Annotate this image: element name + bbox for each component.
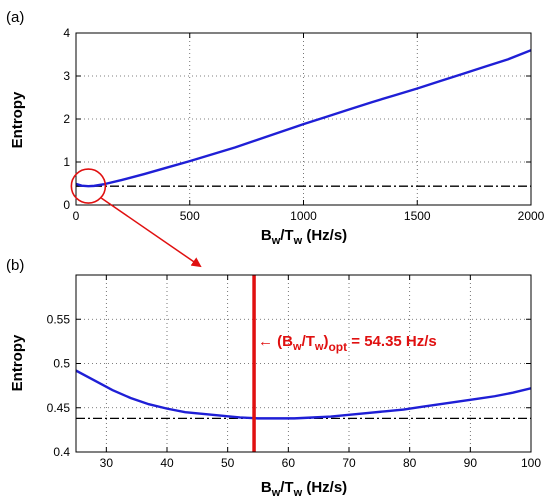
panel-a-x-tick-label: 2000	[518, 209, 545, 223]
panel-b-y-tick-label: 0.55	[47, 312, 71, 326]
panel-a-x-tick-label: 1500	[404, 209, 431, 223]
panel-a-x-tick-label: 1000	[290, 209, 317, 223]
panel-b-y-tick-label: 0.45	[47, 401, 71, 415]
panel-a-label: (a)	[6, 9, 24, 26]
panel-b-x-tick-label: 50	[221, 456, 235, 470]
panel-b-optimum-annotation: ← (Bw/Tw)opt = 54.35 Hz/s	[258, 333, 437, 354]
panel-b-x-tick-label: 80	[403, 456, 417, 470]
panel-b-x-tick-label: 70	[342, 456, 356, 470]
panel-a-y-tick-label: 4	[63, 26, 70, 40]
panel-a-ylabel: Entropy	[9, 91, 26, 148]
panel-b-label: (b)	[6, 257, 24, 274]
panel-b-ylabel: Entropy	[9, 334, 26, 391]
panel-a-xlabel: Bw/Tw (Hz/s)	[261, 227, 347, 247]
panel-a-entropy-curve	[76, 49, 531, 188]
panel-a-ticks: 0 500 1000 1500 2000 0 1 2 3 4	[63, 26, 544, 223]
panel-b-xlabel: Bw/Tw (Hz/s)	[261, 479, 347, 499]
panel-a-highlight-circle	[70, 168, 107, 204]
panel-b-x-tick-label: 60	[282, 456, 296, 470]
panel-a: (a) 0 500 1000 1500 2000 0 1 2 3 4 Entropy Bw/Tw …	[6, 9, 545, 247]
panel-b-x-tick-label: 30	[100, 456, 114, 470]
panel-b-ticks: 30 40 50 60 70 80 90 100 0.4 0.45 0.5 0.55	[47, 275, 541, 470]
panel-b-y-tick-label: 0.5	[53, 357, 70, 371]
panel-b-y-tick-label: 0.4	[53, 445, 70, 459]
panel-a-x-tick-label: 0	[73, 209, 80, 223]
panel-a-y-tick-label: 2	[63, 112, 70, 126]
panel-a-x-tick-label: 500	[180, 209, 200, 223]
panel-b-x-tick-label: 100	[521, 456, 541, 470]
panel-a-y-tick-label: 0	[63, 198, 70, 212]
zoom-arrow	[100, 197, 202, 268]
panel-b: (b) 30 40 50 60 70 80 90 100 0.4 0.45 0.5 0.55 Entr…	[6, 257, 541, 499]
panel-a-y-tick-label: 1	[63, 155, 70, 169]
panel-b-x-tick-label: 40	[160, 456, 174, 470]
panel-b-plot-area	[76, 275, 531, 452]
panel-b-x-tick-label: 90	[464, 456, 478, 470]
panel-b-entropy-curve	[76, 369, 531, 420]
panel-a-y-tick-label: 3	[63, 69, 70, 83]
